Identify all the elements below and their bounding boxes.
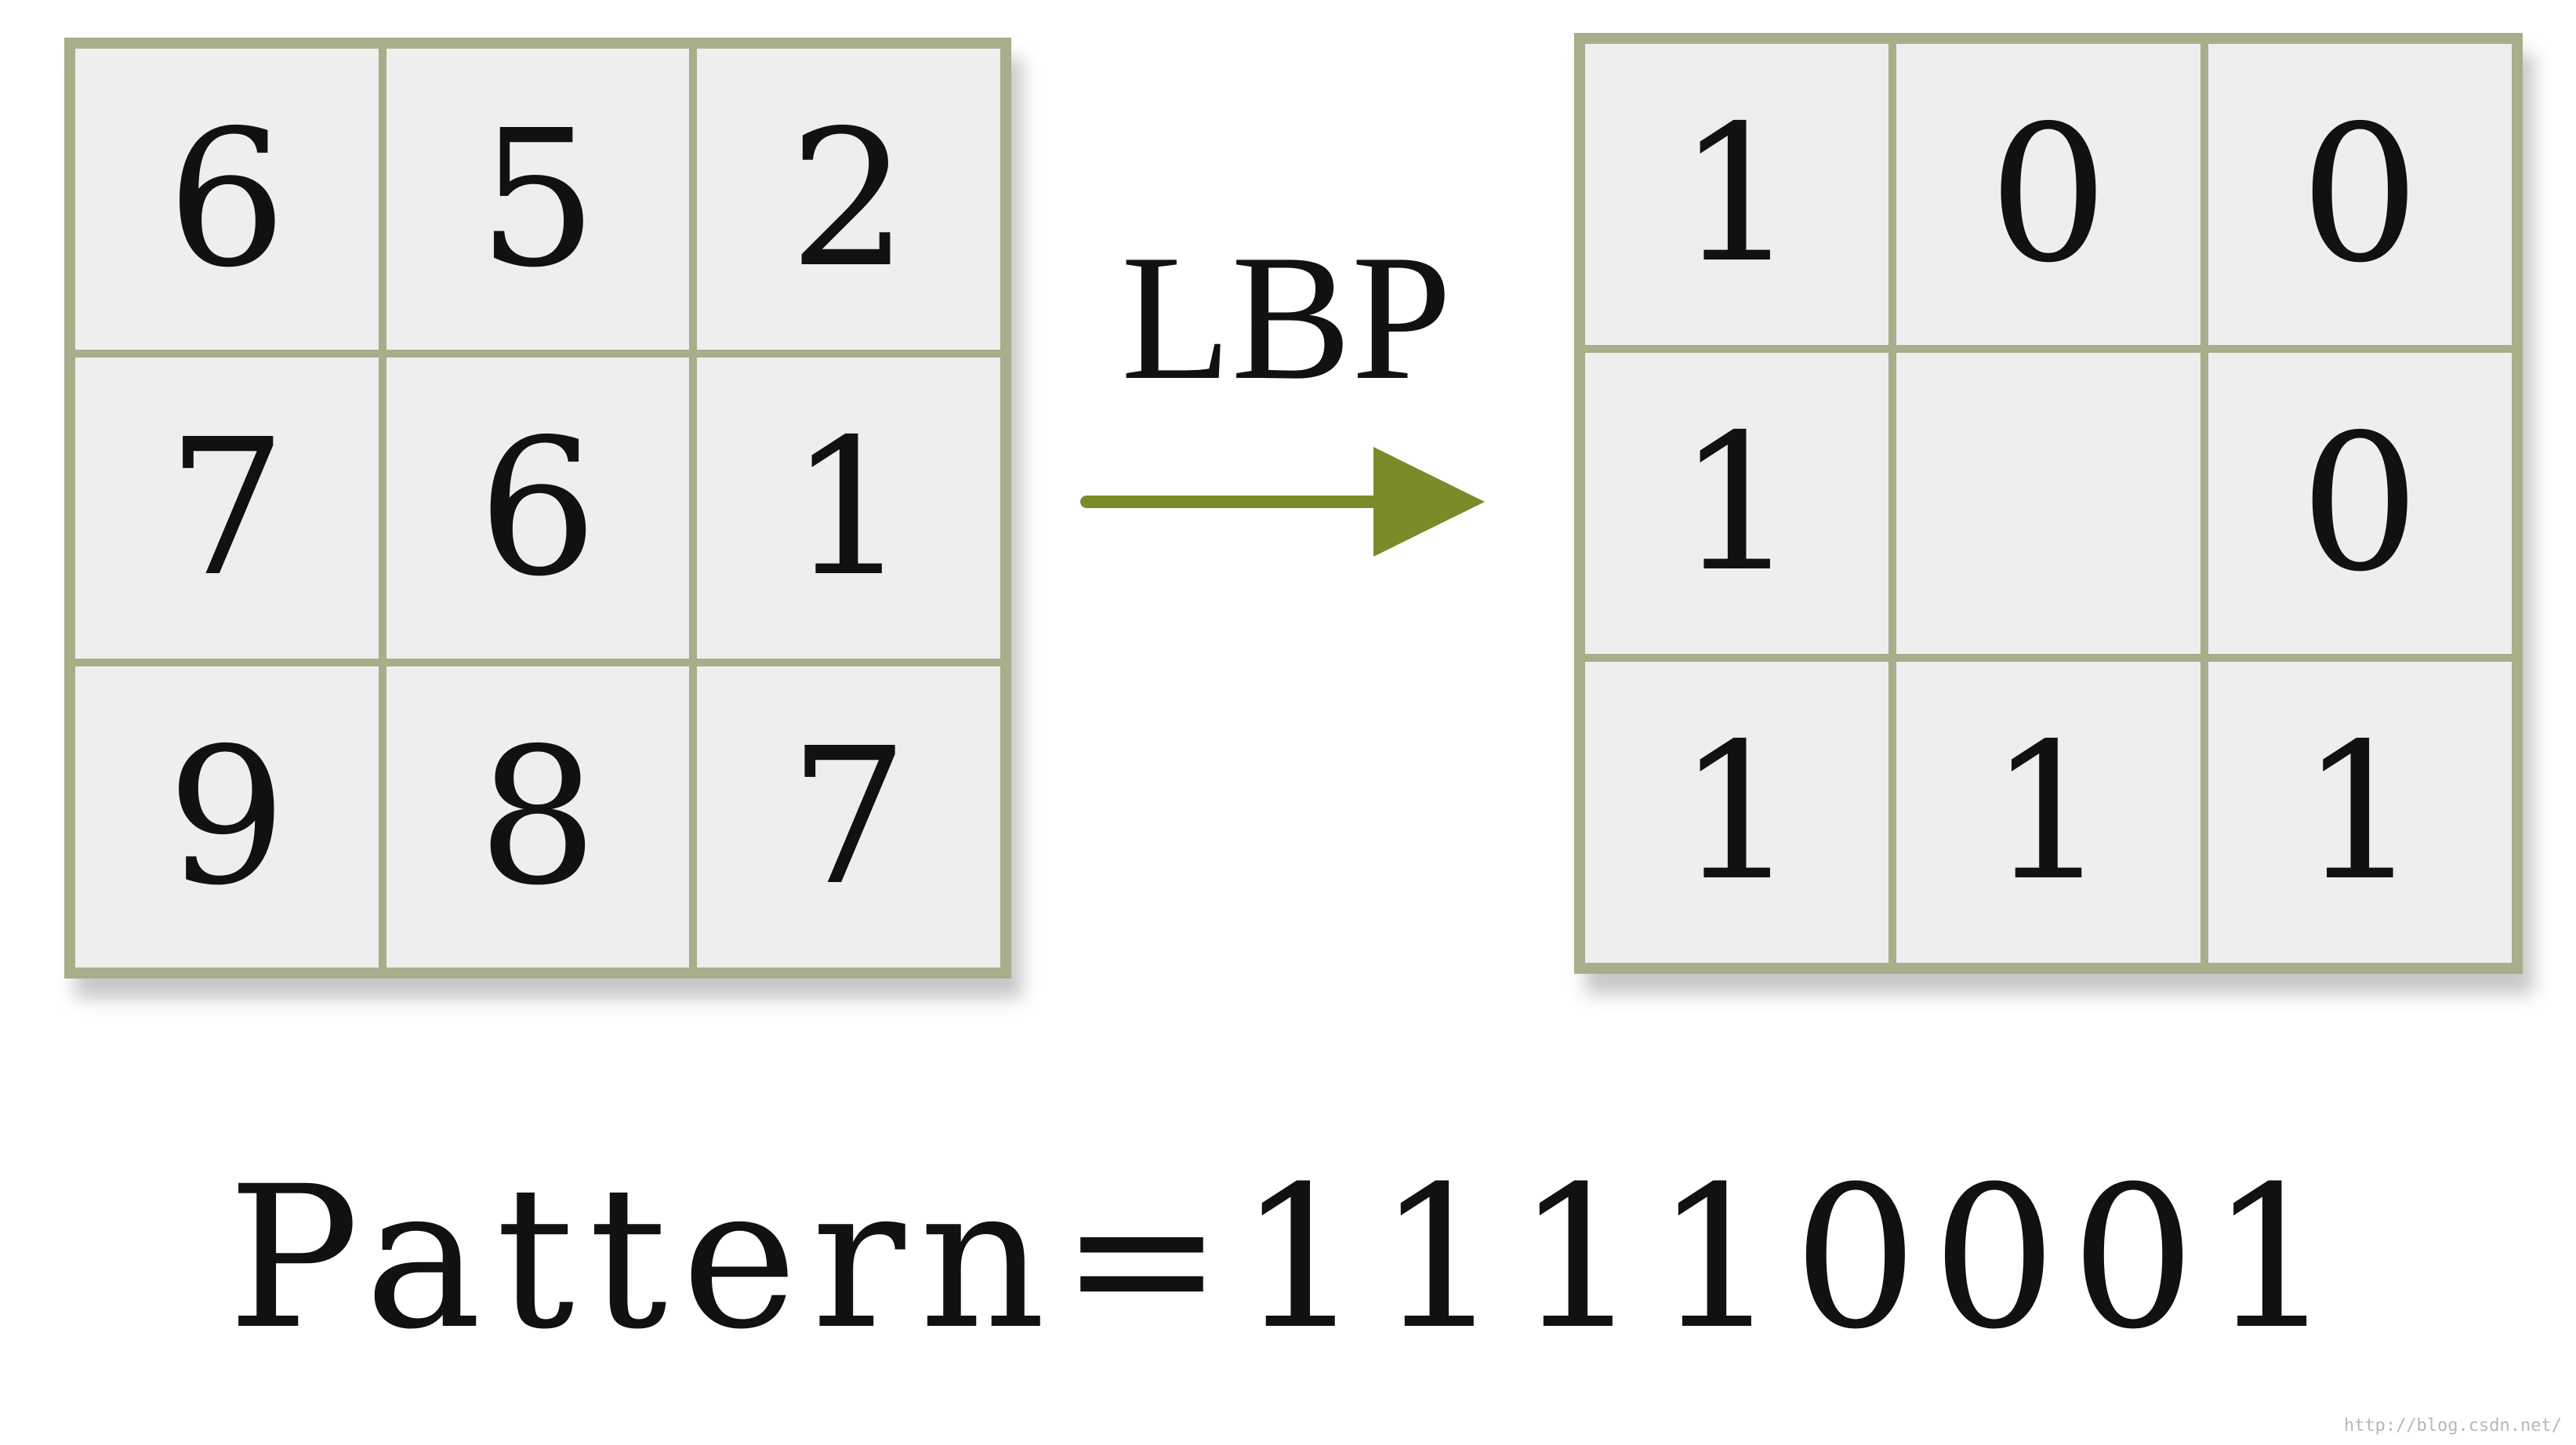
input-cell: 5 — [382, 45, 694, 354]
input-cell: 2 — [693, 45, 1004, 354]
output-binary-grid: 1 0 0 1 0 1 1 1 — [1574, 33, 2523, 974]
output-center-cell — [1892, 349, 2204, 658]
right-arrow-icon — [1080, 447, 1485, 557]
output-cell: 1 — [1581, 40, 1893, 349]
input-cell: 7 — [693, 663, 1004, 971]
input-cell: 7 — [71, 354, 383, 663]
input-center-cell: 6 — [382, 354, 694, 663]
output-cell: 1 — [1581, 349, 1893, 658]
pattern-result: Pattern=11110001 — [227, 1144, 2349, 1372]
output-cell: 1 — [2204, 658, 2516, 967]
input-cell: 8 — [382, 663, 694, 971]
output-cell: 0 — [2204, 349, 2516, 658]
input-cell: 1 — [693, 354, 1004, 663]
watermark: http://blog.csdn.net/ — [2343, 1416, 2562, 1436]
output-cell: 1 — [1892, 658, 2204, 967]
output-cell: 0 — [2204, 40, 2516, 349]
output-cell: 1 — [1581, 658, 1893, 967]
output-cell: 0 — [1892, 40, 2204, 349]
input-pixel-grid: 6 5 2 7 6 1 9 8 7 — [64, 38, 1011, 978]
lbp-label: LBP — [1121, 217, 1452, 417]
input-cell: 6 — [71, 45, 383, 354]
input-cell: 9 — [71, 663, 383, 971]
